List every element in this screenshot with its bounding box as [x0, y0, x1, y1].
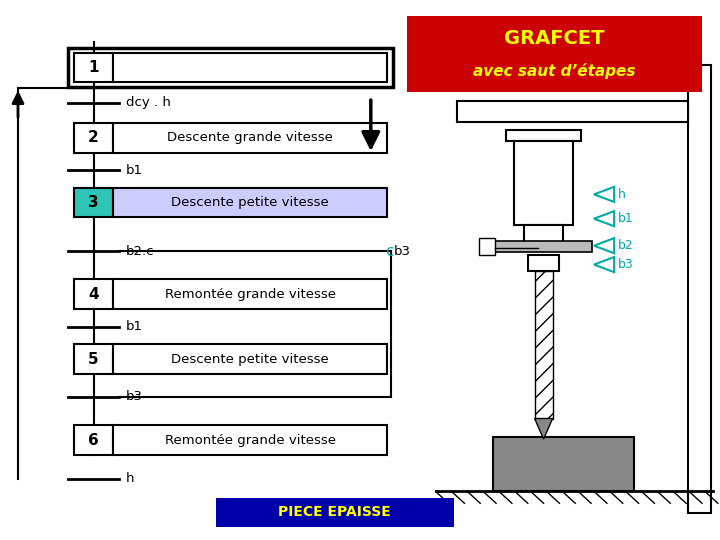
- Text: b3: b3: [618, 258, 634, 271]
- Text: b1: b1: [126, 164, 143, 177]
- Text: Descente petite vitesse: Descente petite vitesse: [171, 196, 329, 209]
- Bar: [407, 16, 702, 92]
- Text: dcy . h: dcy . h: [126, 96, 171, 109]
- Text: b2.c: b2.c: [126, 245, 155, 258]
- Text: Remontée grande vitesse: Remontée grande vitesse: [165, 434, 336, 447]
- Bar: [114, 426, 387, 455]
- Text: b1: b1: [126, 320, 143, 333]
- Text: 5: 5: [89, 352, 99, 367]
- Polygon shape: [594, 257, 614, 272]
- Bar: [74, 280, 114, 309]
- Bar: [216, 498, 454, 526]
- Bar: [74, 123, 114, 152]
- Text: Descente petite vitesse: Descente petite vitesse: [171, 353, 329, 366]
- Text: 3: 3: [89, 195, 99, 210]
- Bar: [114, 123, 387, 152]
- Bar: [493, 437, 634, 491]
- Text: PIECE EPAISSE: PIECE EPAISSE: [279, 505, 391, 519]
- Bar: [688, 65, 711, 513]
- Bar: [495, 241, 593, 252]
- Bar: [114, 187, 387, 217]
- Bar: [74, 187, 114, 217]
- Text: b3: b3: [395, 245, 411, 258]
- Polygon shape: [594, 187, 614, 202]
- Bar: [505, 130, 582, 141]
- Bar: [114, 345, 387, 374]
- Bar: [68, 48, 393, 86]
- Text: 6: 6: [89, 433, 99, 448]
- Bar: [524, 225, 564, 242]
- Bar: [514, 141, 573, 225]
- Text: avec saut d’étapes: avec saut d’étapes: [473, 63, 636, 79]
- Text: 4: 4: [89, 287, 99, 302]
- Bar: [74, 345, 114, 374]
- Text: b1: b1: [618, 212, 634, 225]
- Polygon shape: [594, 238, 614, 253]
- Bar: [114, 280, 387, 309]
- Bar: [457, 101, 688, 122]
- Bar: [74, 426, 114, 455]
- Bar: [534, 271, 553, 418]
- Text: h: h: [618, 188, 626, 201]
- Text: b2: b2: [618, 239, 634, 252]
- Bar: [114, 52, 387, 82]
- Text: 2: 2: [89, 130, 99, 145]
- Bar: [480, 238, 495, 255]
- Text: b3: b3: [126, 390, 143, 403]
- Text: Remontée grande vitesse: Remontée grande vitesse: [165, 288, 336, 301]
- Text: 1: 1: [89, 60, 99, 75]
- Text: Descente grande vitesse: Descente grande vitesse: [167, 131, 333, 144]
- Text: h: h: [126, 472, 135, 485]
- Bar: [528, 255, 559, 271]
- Polygon shape: [594, 211, 614, 226]
- Text: GRAFCET: GRAFCET: [504, 29, 605, 49]
- Bar: [74, 52, 114, 82]
- Text: c: c: [385, 244, 394, 259]
- Polygon shape: [534, 418, 553, 439]
